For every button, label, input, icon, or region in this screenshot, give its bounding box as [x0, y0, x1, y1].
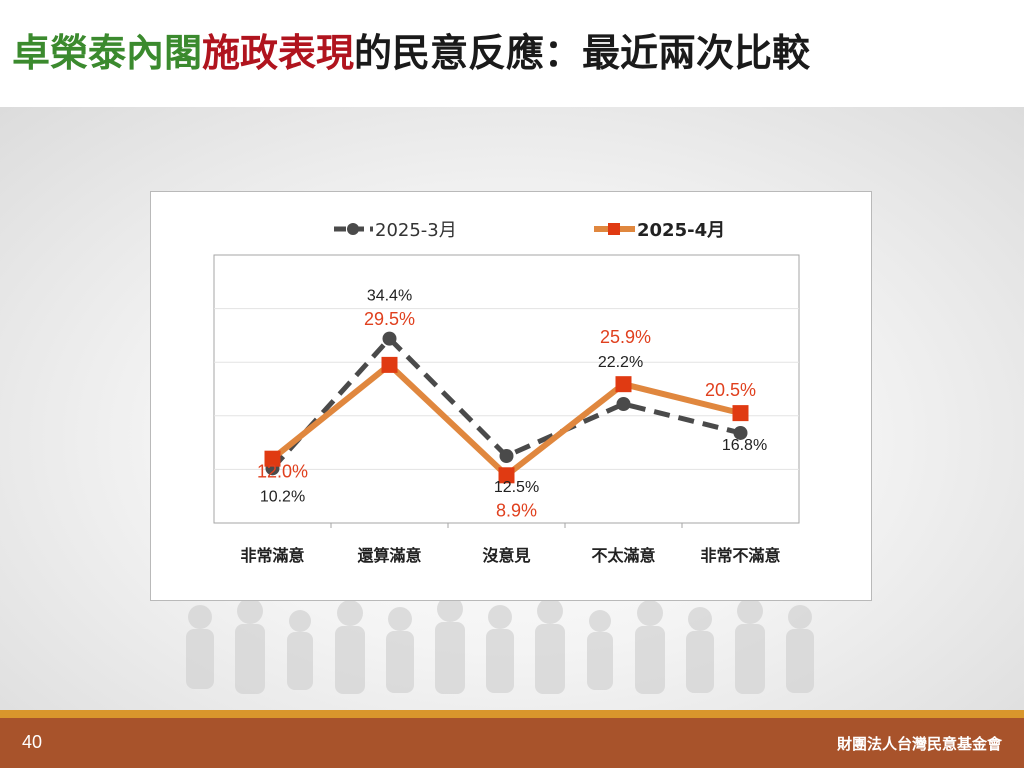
organization-name: 財團法人台灣民意基金會: [836, 735, 1002, 753]
x-tick-label: 非常不滿意: [700, 546, 780, 565]
data-point-march: [499, 449, 514, 463]
data-point-april: [732, 405, 749, 422]
plot-frame: [213, 254, 800, 524]
data-point-april: [264, 450, 281, 467]
x-tick-label: 非常滿意: [240, 546, 304, 565]
data-label-april: 25.9%: [600, 327, 651, 347]
data-label-march: 16.8%: [722, 437, 767, 454]
crowd-silhouette-decoration: [186, 596, 814, 694]
data-point-march: [616, 397, 631, 412]
legend-marker-april: [608, 223, 620, 235]
x-tick-label: 不太滿意: [591, 546, 655, 565]
data-label-april: 20.5%: [705, 380, 756, 400]
page-title: 卓榮泰內閣施政表現的民意反應：最近兩次比較: [12, 22, 810, 82]
data-point-march: [382, 331, 397, 346]
legend-marker-march: [347, 223, 359, 235]
data-label-april: 29.5%: [364, 309, 415, 329]
data-label-march: 22.2%: [598, 354, 643, 371]
data-point-march: [733, 425, 748, 440]
legend-label-march: 2025-3月: [375, 220, 457, 241]
x-tick-label: 沒意見: [482, 546, 530, 565]
footer-accent-strip: [0, 710, 1024, 718]
data-point-april: [615, 376, 632, 393]
data-point-april: [498, 467, 515, 484]
data-label-march: 12.5%: [494, 479, 539, 496]
title-part-2: 施政表現: [202, 31, 355, 75]
line-chart: 非常滿意 還算滿意 沒意見 不太滿意 非常不滿意 10.2% 34.4% 12.5% 22.2%…: [213, 220, 800, 565]
data-point-april: [381, 356, 398, 373]
x-tick-label: 還算滿意: [357, 546, 421, 565]
title-part-1: 卓榮泰內閣: [12, 31, 203, 75]
data-label-march: 10.2%: [260, 488, 305, 505]
chart-panel: 非常滿意 還算滿意 沒意見 不太滿意 非常不滿意 10.2% 34.4% 12.5% 22.2%…: [150, 191, 872, 601]
data-label-march: 34.4%: [367, 288, 412, 305]
page-number: 40: [22, 732, 43, 752]
data-label-april: 8.9%: [496, 500, 537, 520]
footer-bar: 40 財團法人台灣民意基金會: [0, 718, 1024, 768]
legend-label-april: 2025-4月: [637, 220, 725, 241]
data-label-april: 12.0%: [257, 462, 308, 482]
title-part-3: 的民意反應：最近兩次比較: [354, 31, 811, 75]
